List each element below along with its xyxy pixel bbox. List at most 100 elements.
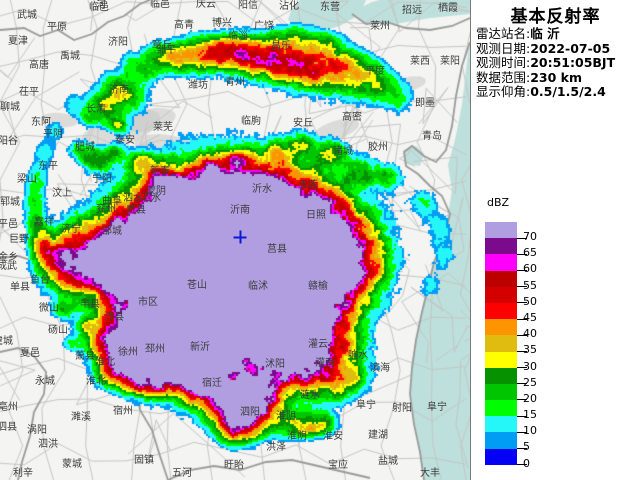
- city-label: 邹城: [102, 226, 122, 237]
- legend-swatch: [485, 222, 517, 239]
- city-label: 亳州: [0, 402, 18, 413]
- legend-value: 35: [523, 343, 537, 357]
- legend-swatch: [485, 448, 517, 465]
- legend-row: 45: [485, 302, 625, 323]
- legend-scale: 70 65 60 55 50 45 40 35 30 25 20 15 10 5 0: [485, 222, 625, 469]
- city-label: 博兴: [212, 18, 232, 29]
- city-label: 栖霞: [438, 3, 458, 14]
- city-label: 高密: [342, 112, 362, 123]
- city-label: 沭阳: [265, 359, 285, 370]
- city-label: 灌南: [315, 358, 335, 369]
- legend-row: 60: [485, 254, 625, 274]
- city-label: 安丘: [293, 118, 313, 129]
- city-label: 成武: [0, 261, 17, 272]
- city-label: 砀山: [48, 325, 68, 336]
- metadata-key: 观测时间:: [476, 55, 531, 71]
- metadata-row-0: 雷达站名:临 沂: [476, 26, 640, 42]
- city-label: 广饶: [254, 21, 274, 32]
- city-label: 东阿: [31, 117, 51, 128]
- city-label: 高青: [174, 20, 194, 31]
- city-label: 禹城: [60, 51, 80, 62]
- city-label: 泗水: [141, 193, 161, 204]
- city-label: 宿州: [113, 406, 133, 417]
- info-side-panel: 基本反射率 雷达站名:临 沂观测日期:2022-07-05 观测时间:20:51:…: [470, 0, 640, 480]
- legend-unit-label: dBZ: [487, 196, 510, 209]
- legend-tick: [517, 399, 527, 401]
- metadata-row-1: 观测日期:2022-07-05: [476, 40, 640, 57]
- radar-map-panel[interactable]: 武城河临邑 临邑 庆云 阳信 沾化 东营 招远 栖霞 夏津 平原 济阳 高唐 禹城 博兴 高青 广饶 莱州 茌平济…: [0, 0, 470, 480]
- metadata-value: 20:51:05BJT: [530, 55, 616, 71]
- city-label: 泗阳: [240, 407, 260, 418]
- city-label: 平邑: [0, 219, 18, 230]
- city-label: 五河: [172, 468, 192, 479]
- city-label: 济宁: [61, 224, 81, 235]
- metadata-row-2: 观测时间:20:51:05BJT: [476, 55, 640, 71]
- city-label: 射阳: [392, 403, 412, 414]
- city-label: 高唐: [29, 60, 49, 71]
- legend-row: 0: [485, 448, 625, 469]
- legend-tick: [517, 383, 527, 385]
- legend-swatch: [485, 286, 517, 303]
- city-label: 济阳: [108, 37, 128, 48]
- legend-tick: [517, 286, 527, 288]
- city-label: 平阴: [43, 129, 63, 140]
- city-label: 巨野: [9, 234, 29, 245]
- city-label: 汶上: [52, 188, 72, 199]
- metadata-row-3: 数据范围:230 km: [476, 69, 640, 86]
- city-label: 新泰: [150, 166, 170, 177]
- city-label: 肥城: [75, 142, 95, 153]
- legend-row: 55: [485, 270, 625, 291]
- city-label: 赣榆: [308, 281, 328, 292]
- radar-station-marker: [233, 230, 247, 244]
- city-label: 阜宁: [427, 402, 447, 413]
- city-label: 建湖: [368, 430, 388, 441]
- legend-swatch: [485, 270, 517, 287]
- legend-tick: [517, 318, 527, 320]
- legend-row: 15: [485, 400, 625, 420]
- city-label: 沂南: [230, 205, 250, 216]
- city-label: 河: [96, 0, 106, 11]
- metadata-value: 230 km: [530, 69, 583, 85]
- city-label: 费县: [126, 205, 146, 216]
- city-label: 苍山: [187, 280, 207, 291]
- metadata-key: 观测日期:: [476, 40, 531, 56]
- legend-tick: [517, 448, 527, 450]
- city-label: 临邑: [150, 0, 170, 10]
- metadata-key: 雷达站名:: [476, 26, 531, 41]
- legend-row: 10: [485, 416, 625, 436]
- legend-row: 65: [485, 238, 625, 258]
- legend-value: 0: [523, 456, 530, 470]
- city-label: 曲阜: [102, 196, 122, 207]
- city-label: 徐州: [118, 347, 138, 358]
- city-label: 大丰: [420, 468, 440, 479]
- dbz-color-legend: dBZ 70 65 60 55 50 45 40 35 30 25 20 15 10 5 0: [471, 196, 640, 480]
- metadata-block: 雷达站名:临 沂观测日期:2022-07-05 观测时间:20:51:05BJT 数…: [476, 26, 640, 100]
- legend-tick: [517, 464, 527, 466]
- metadata-key: 数据范围:: [476, 69, 531, 85]
- city-label: 阜宁: [356, 400, 376, 411]
- legend-tick: [517, 302, 527, 304]
- city-label: 灌云: [308, 339, 328, 350]
- city-label: 夏邑: [20, 348, 40, 359]
- city-label: 金乡: [0, 252, 18, 263]
- city-label: 莒县: [267, 244, 287, 255]
- city-label: 临沭: [248, 281, 268, 292]
- legend-swatch: [485, 383, 517, 401]
- city-label: 淮阴: [287, 431, 307, 442]
- city-label: 泗水: [123, 193, 143, 204]
- legend-value: 55: [523, 278, 537, 292]
- legend-value: 10: [523, 424, 537, 438]
- city-label: 青州: [225, 77, 245, 88]
- city-label: 宁阳: [92, 174, 112, 185]
- city-label: 永城: [35, 376, 55, 387]
- city-label: 昌乐: [271, 41, 291, 52]
- city-label: 宿迁: [202, 378, 222, 389]
- legend-row: 35: [485, 335, 625, 355]
- legend-value: 25: [523, 375, 537, 389]
- city-label: 济南: [109, 85, 129, 96]
- city-label: 长清: [86, 104, 106, 115]
- city-label: 莱芜: [153, 122, 173, 133]
- legend-swatch: [485, 319, 517, 336]
- legend-row: 25: [485, 367, 625, 388]
- city-label-layer: 武城河临邑 临邑 庆云 阳信 沾化 东营 招远 栖霞 夏津 平原 济阳 高唐 禹城 博兴 高青 广饶 莱州 茌平济…: [0, 0, 460, 479]
